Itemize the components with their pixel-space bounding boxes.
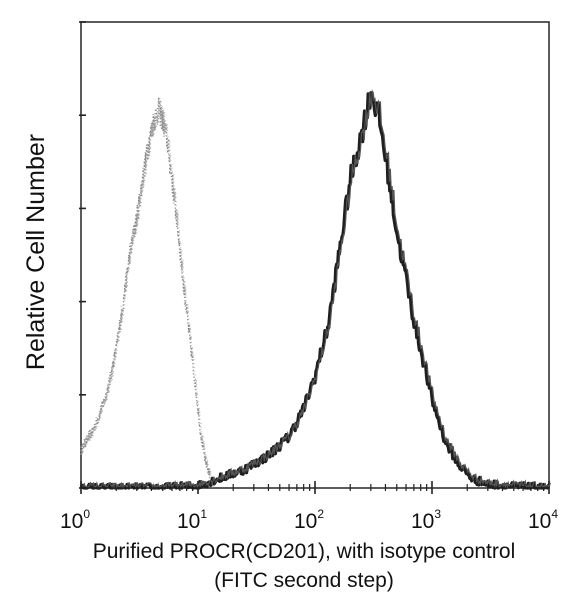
isotype-control-histogram-texture: [81, 96, 215, 488]
x-tick-label-exponent: 2: [317, 507, 324, 521]
x-tick-label-2: 102: [294, 507, 324, 533]
x-tick-label-base: 10: [528, 510, 551, 533]
x-tick-label-exponent: 0: [83, 507, 90, 521]
x-tick-label-base: 10: [411, 510, 434, 533]
series-layer: [79, 89, 552, 490]
x-axis-tick-labels: 100 101 102 103 104: [60, 507, 558, 533]
x-tick-label-4: 104: [528, 507, 558, 533]
x-axis-title-line1: Purified PROCR(CD201), with isotype cont…: [93, 540, 515, 563]
x-tick-label-0: 100: [60, 507, 90, 533]
x-tick-label-1: 101: [177, 507, 207, 533]
isotype-control-histogram: [80, 97, 214, 488]
x-tick-label-base: 10: [294, 510, 317, 533]
plot-border: [80, 21, 550, 489]
procr-stained-histogram: [79, 91, 551, 490]
x-tick-label-base: 10: [177, 510, 200, 533]
x-tick-label-exponent: 4: [551, 507, 558, 521]
x-tick-label-3: 103: [411, 507, 441, 533]
y-axis-title: Relative Cell Number: [22, 134, 50, 370]
x-tick-label-exponent: 3: [434, 507, 441, 521]
y-axis-ticks: [79, 21, 86, 489]
x-tick-label-exponent: 1: [200, 507, 207, 521]
plot-frame: [80, 21, 550, 489]
x-tick-label-base: 10: [60, 510, 83, 533]
procr-stained-histogram-texture: [82, 89, 552, 489]
x-axis-title-line2: (FITC second step): [214, 569, 394, 592]
